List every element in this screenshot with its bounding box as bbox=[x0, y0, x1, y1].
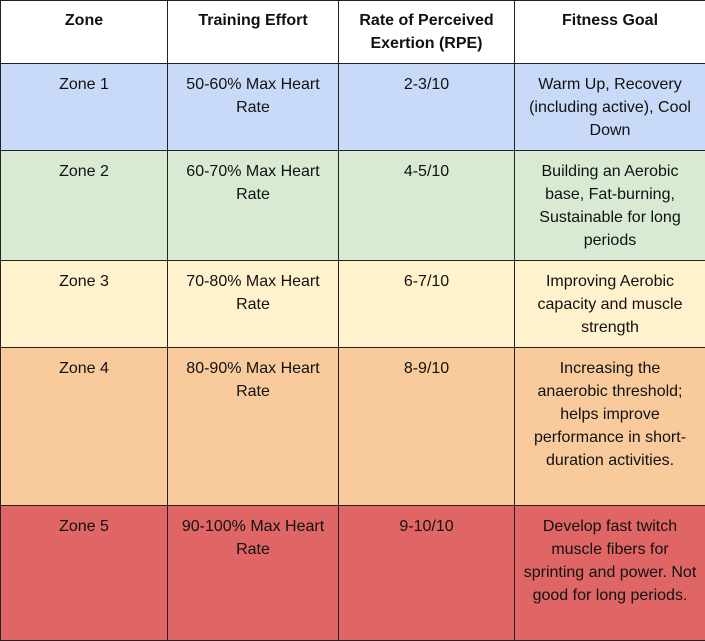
header-cell: Zone bbox=[1, 1, 168, 64]
header-cell: Fitness Goal bbox=[515, 1, 705, 64]
cell: Zone 3 bbox=[1, 261, 168, 348]
cell: 50-60% Max Heart Rate bbox=[168, 64, 339, 151]
cell: 60-70% Max Heart Rate bbox=[168, 151, 339, 261]
cell: Improving Aerobic capacity and muscle st… bbox=[515, 261, 705, 348]
cell: Increasing the anaerobic threshold; help… bbox=[515, 348, 705, 506]
cell: 6-7/10 bbox=[339, 261, 515, 348]
cell: 70-80% Max Heart Rate bbox=[168, 261, 339, 348]
header-cell: Rate of Perceived Exertion (RPE) bbox=[339, 1, 515, 64]
cell: 4-5/10 bbox=[339, 151, 515, 261]
cell: Warm Up, Recovery (including active), Co… bbox=[515, 64, 705, 151]
cell: Zone 5 bbox=[1, 506, 168, 641]
cell: 9-10/10 bbox=[339, 506, 515, 641]
header-cell: Training Effort bbox=[168, 1, 339, 64]
cell: Develop fast twitch muscle fibers for sp… bbox=[515, 506, 705, 641]
cell: 2-3/10 bbox=[339, 64, 515, 151]
cell: 8-9/10 bbox=[339, 348, 515, 506]
cell: Zone 1 bbox=[1, 64, 168, 151]
cell: Building an Aerobic base, Fat-burning, S… bbox=[515, 151, 705, 261]
cell: Zone 4 bbox=[1, 348, 168, 506]
cell: 80-90% Max Heart Rate bbox=[168, 348, 339, 506]
cell: 90-100% Max Heart Rate bbox=[168, 506, 339, 641]
cell: Zone 2 bbox=[1, 151, 168, 261]
